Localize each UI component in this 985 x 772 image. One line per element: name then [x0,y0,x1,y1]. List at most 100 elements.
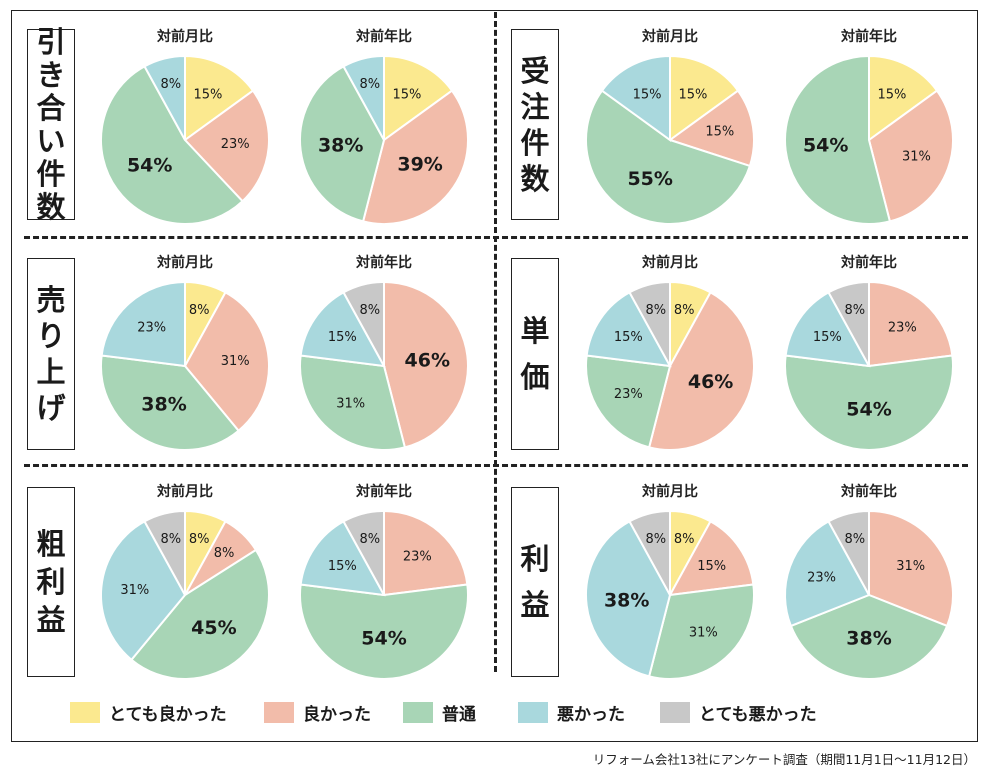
pie-data-label: 8% [359,303,380,318]
pie-title: 対前年比 [841,255,897,271]
pie-title: 対前月比 [157,484,213,500]
pie-slice-bad [100,280,186,368]
pie-slice-normal [299,583,469,680]
pie-title: 対前月比 [642,29,698,45]
pie-chart: 15% 15% 55% 15% [585,54,755,225]
pie-data-label: 31% [689,625,718,640]
legend-swatch [518,702,548,723]
category-char: 価 [520,360,550,394]
legend-swatch [403,702,433,723]
category-char: げ [36,391,66,425]
pie-data-label: 15% [392,88,421,103]
pie-slice-very-bad [628,280,671,367]
pie-slice-good [183,291,270,433]
pie-title: 対前月比 [642,255,698,271]
pie-chart: 8%15%31%38%8% [585,509,755,680]
category-label: 利益 [511,487,559,677]
pie-data-label: 55% [627,168,672,190]
pie-slice-good [183,89,270,203]
pie-slice-normal [299,354,407,451]
pie-data-label: 15% [328,559,357,574]
pie-data-label: 23% [614,387,643,402]
source-note: リフォーム会社13社にアンケート調査（期間11月1日〜11月12日） [592,752,976,767]
pie-data-label: 8% [160,77,181,92]
pie-chart: 23% 54% 15%8% [299,509,469,680]
pie-data-label: 8% [674,532,695,547]
legend-label: 悪かった [557,705,625,725]
pie-slice-bad [342,54,385,141]
pie-data-label: 15% [328,330,357,345]
pie-data-label: 23% [807,570,836,585]
pie-data-label: 38% [604,590,649,612]
pie-slice-good [868,280,954,368]
pie-slice-bad [100,520,187,662]
pie-slice-very-good [184,54,255,142]
category-char: 受 [520,53,550,88]
legend-swatch [70,702,100,723]
category-char: 件 [36,156,66,191]
pie-slice-normal [100,354,240,451]
category-char: 引 [36,24,66,59]
category-char: 数 [520,161,550,196]
category-char: 益 [36,603,66,637]
pie-data-label: 15% [614,330,643,345]
pie-data-label: 15% [678,88,707,103]
pie-data-label: 31% [336,396,365,411]
chart-frame [11,10,978,742]
pie-data-label: 8% [844,532,865,547]
vertical-divider [494,12,497,672]
pie-title: 対前年比 [841,484,897,500]
pie-data-label: 46% [688,371,733,393]
pie-data-label: 38% [846,628,891,650]
pie-slice-normal [789,593,949,680]
pie-title: 対前月比 [157,29,213,45]
pie-data-label: 23% [137,321,166,336]
legend-label: 普通 [442,705,476,725]
row-divider-1 [24,236,968,239]
pie-data-label: 45% [191,617,236,639]
pie-data-label: 15% [697,559,726,574]
pie-title: 対前年比 [841,29,897,45]
pie-slice-bad [299,520,386,597]
pie-slice-normal [784,54,892,225]
pie-title: 対前月比 [157,255,213,271]
legend-item: 悪かった [518,700,625,725]
category-char: 件 [520,125,550,160]
pie-slice-good [383,509,469,597]
pie-slice-very-good [383,54,454,142]
legend-item: 普通 [403,700,476,725]
category-char: 単 [520,314,550,348]
pie-title: 対前年比 [356,255,412,271]
pie-slice-normal [585,89,752,225]
pie-data-label: 23% [403,550,432,565]
pie-data-label: 31% [120,583,149,598]
pie-slice-good [667,89,755,168]
pie-data-label: 54% [361,628,406,650]
pie-data-label: 15% [813,330,842,345]
category-label: 受注件数 [511,29,559,220]
category-char: い [36,123,66,158]
row-divider-2 [24,464,968,467]
pie-slice-very-bad [628,509,671,596]
category-char: り [36,319,66,353]
pie-data-label: 15% [633,88,662,103]
pie-chart: 8% 31% 38% 23% [100,280,270,451]
pie-data-label: 8% [359,532,380,547]
category-char: 注 [520,89,550,124]
pie-slice-bad [585,291,672,368]
category-label: 単価 [511,258,559,450]
pie-title: 対前月比 [642,484,698,500]
pie-slice-bad [585,520,672,678]
pie-data-label: 38% [318,135,363,157]
pie-data-label: 8% [214,546,235,561]
category-char: 利 [520,542,550,576]
category-char: 粗 [36,527,66,561]
category-char: 利 [36,565,66,599]
pie-data-label: 8% [645,532,666,547]
pie-chart: 46% 31% 15%8% [299,280,469,451]
pie-chart: 15% 39% 38% 8% [299,54,469,225]
category-char: 益 [520,588,550,622]
pie-data-label: 8% [189,303,210,318]
pie-data-label: 8% [359,77,380,92]
category-label: 売り上げ [27,258,75,450]
